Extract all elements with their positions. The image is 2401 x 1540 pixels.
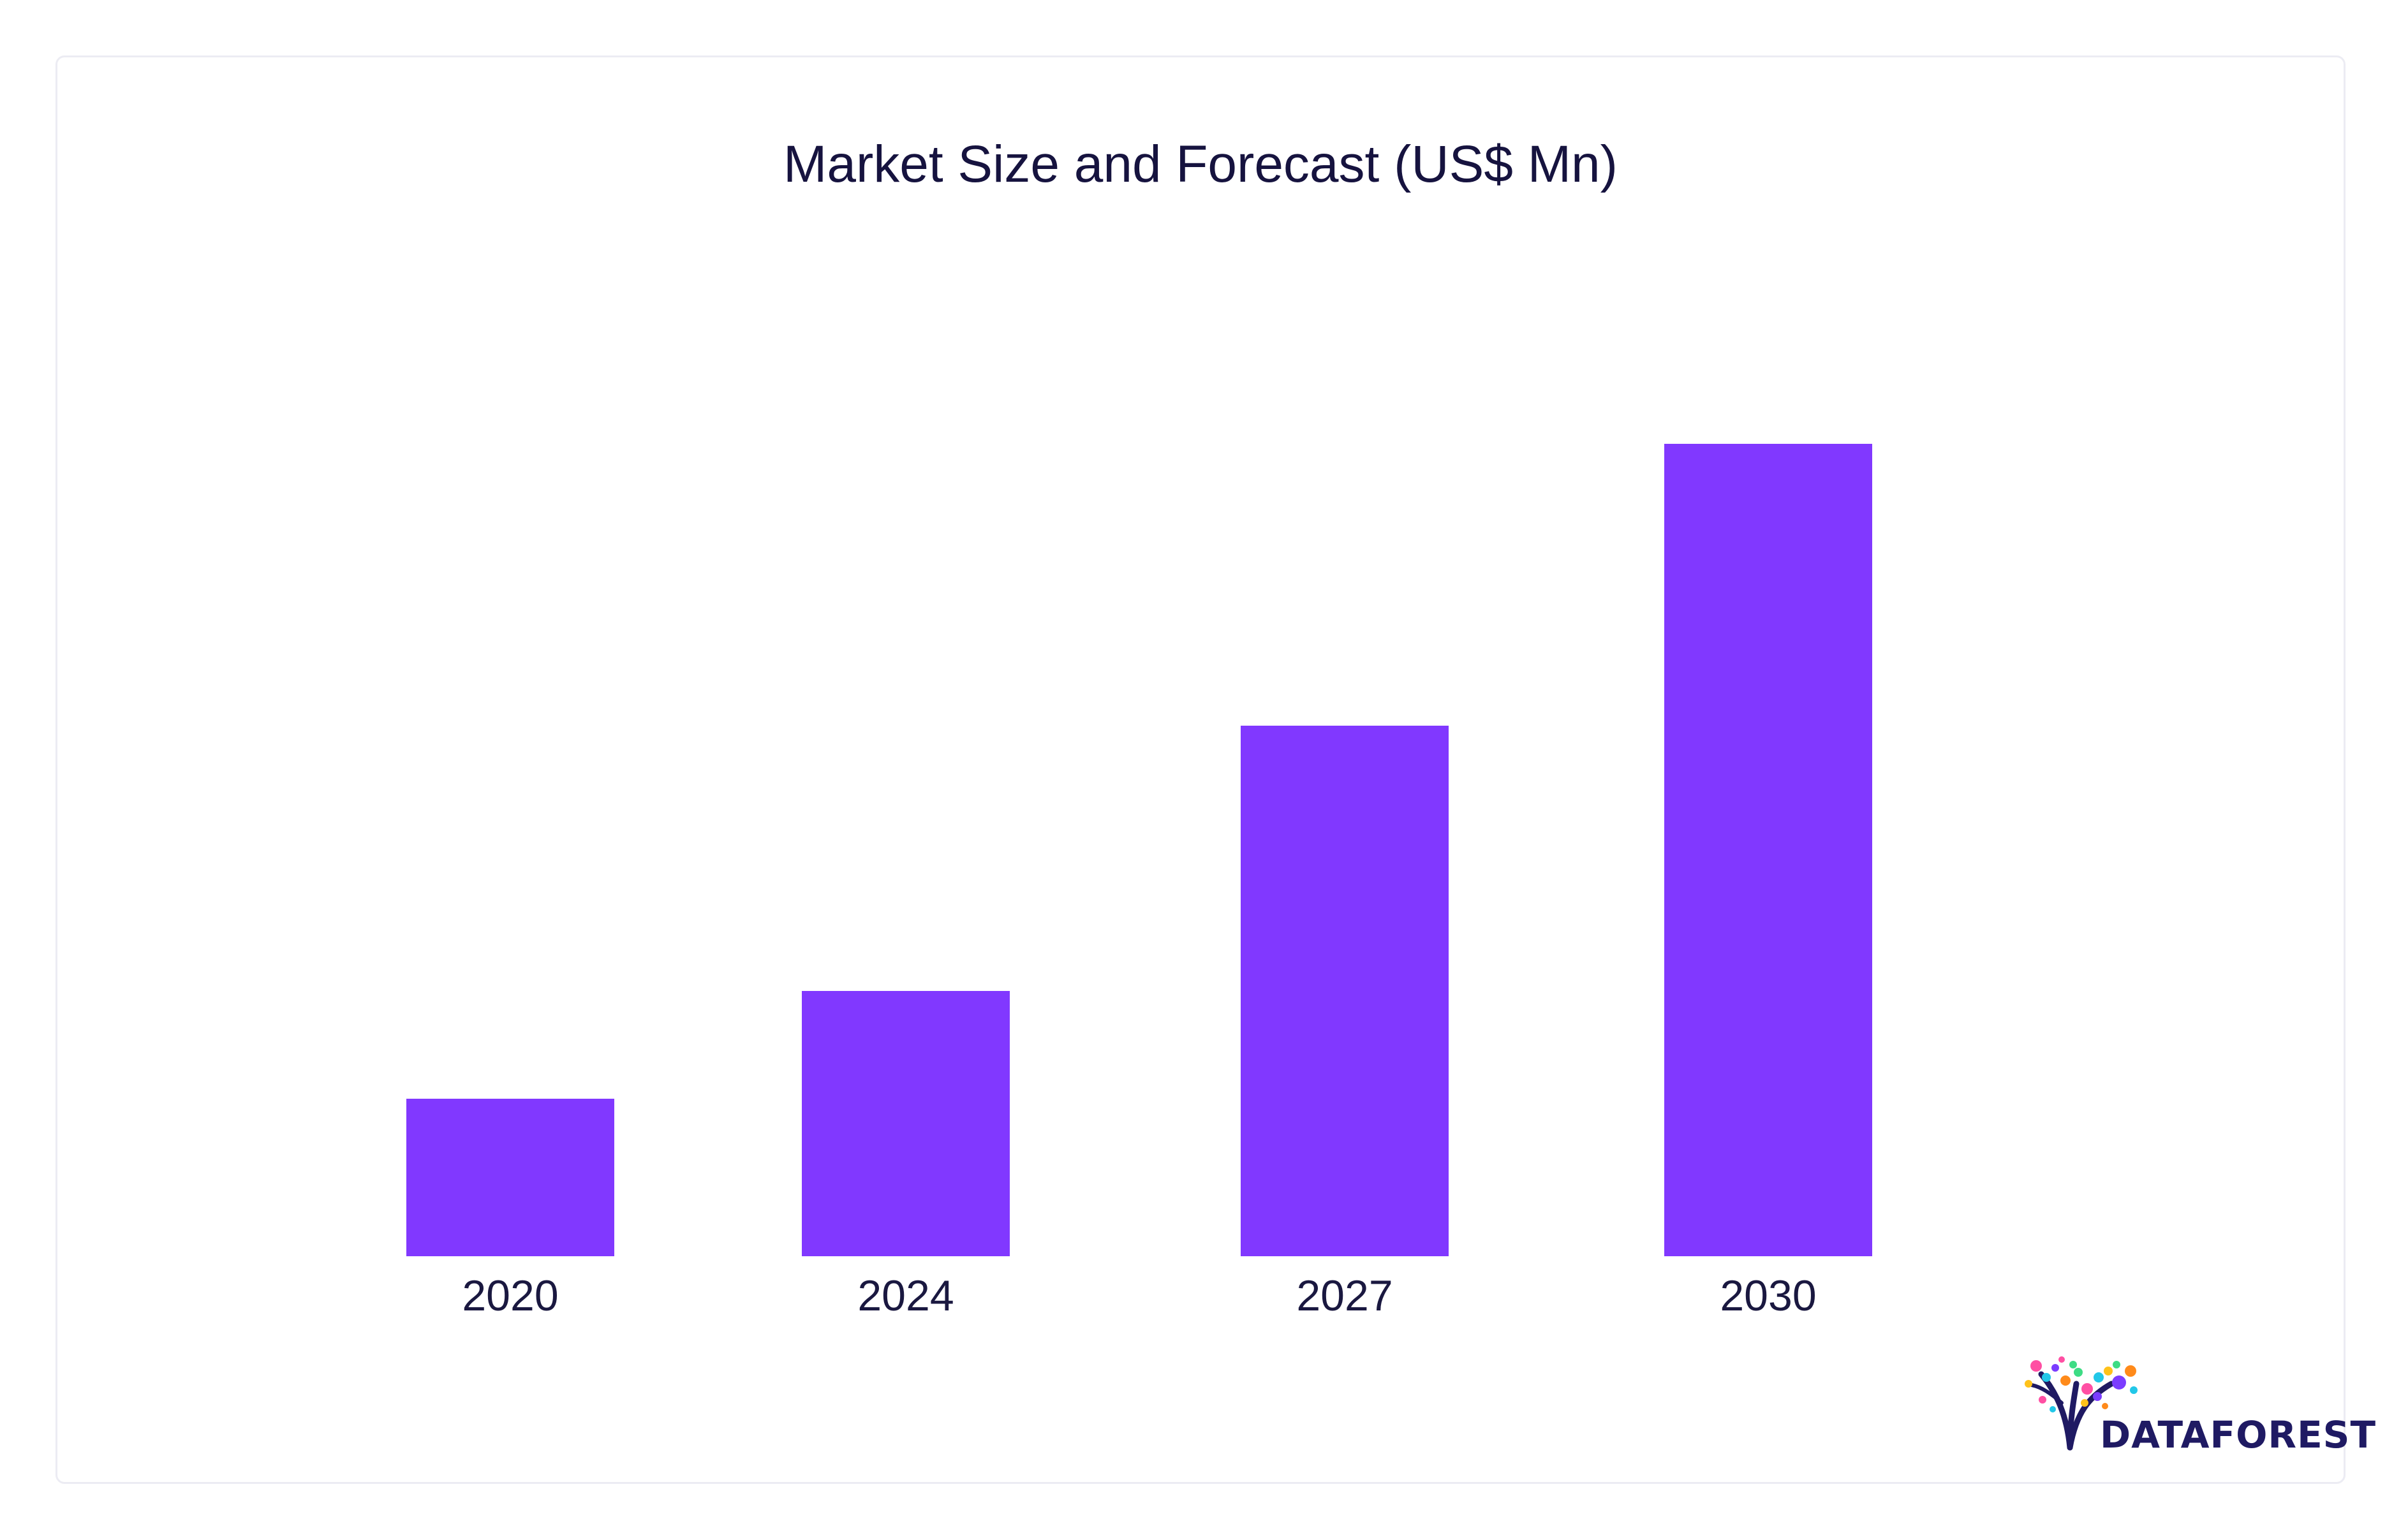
- bars-layer: [406, 444, 1872, 1256]
- tree-dot: [2112, 1375, 2126, 1390]
- tree-dot: [2069, 1361, 2077, 1368]
- x-tick-labels: 2020 2024 2027 2030: [462, 1272, 1816, 1320]
- tree-dot: [2042, 1373, 2051, 1382]
- tree-dot: [2102, 1403, 2108, 1409]
- tree-dot: [2050, 1406, 2056, 1412]
- tree-dot: [2060, 1375, 2071, 1386]
- x-tick-label-2020: 2020: [462, 1272, 558, 1320]
- tree-branch: [2067, 1381, 2080, 1451]
- tree-dot: [2125, 1365, 2136, 1377]
- x-tick-label-2027: 2027: [1296, 1272, 1393, 1320]
- tree-branch: [2030, 1383, 2064, 1405]
- tree-dot: [2039, 1396, 2046, 1404]
- tree-dot: [2074, 1368, 2083, 1377]
- dataforest-logo: DATAFOREST: [2025, 1356, 2376, 1456]
- tree-dot: [2113, 1361, 2120, 1368]
- x-tick-label-2030: 2030: [1720, 1272, 1816, 1320]
- bar-2020: [406, 1099, 614, 1256]
- chart-title: Market Size and Forecast (US$ Mn): [783, 135, 1618, 193]
- tree-dot: [2081, 1399, 2088, 1407]
- tree-dot: [2030, 1360, 2042, 1372]
- tree-dot: [2094, 1372, 2104, 1382]
- tree-dot: [2104, 1367, 2113, 1375]
- tree-icon: [2025, 1356, 2138, 1451]
- logo-text: DATAFOREST: [2100, 1413, 2376, 1456]
- tree-dot: [2025, 1380, 2032, 1388]
- tree-dot: [2081, 1383, 2093, 1395]
- tree-dot: [2051, 1364, 2059, 1372]
- tree-dot: [2093, 1392, 2102, 1401]
- bar-2024: [802, 991, 1010, 1256]
- tree-dot: [2130, 1386, 2138, 1394]
- bar-2027: [1241, 726, 1449, 1256]
- tree-dot: [2058, 1356, 2065, 1363]
- x-tick-label-2024: 2024: [857, 1272, 954, 1320]
- bar-2030: [1664, 444, 1872, 1256]
